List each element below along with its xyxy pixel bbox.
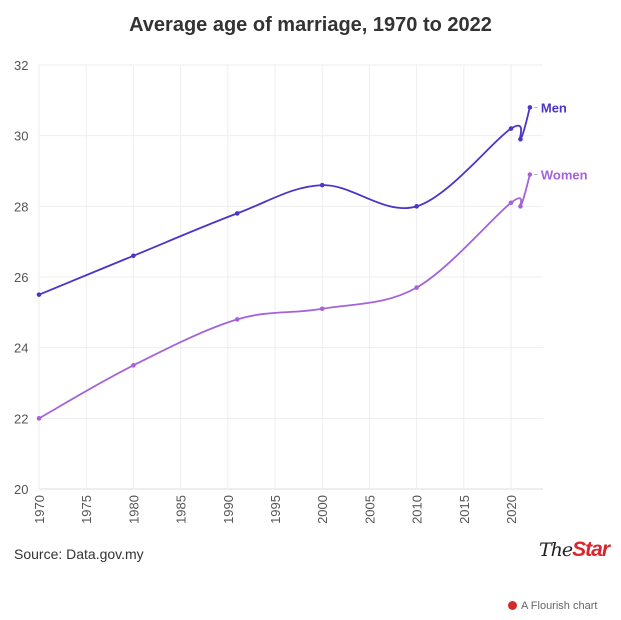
women-data-point [508,200,514,206]
y-tick-label: 26 [14,270,28,285]
x-tick-label: 2000 [315,495,330,524]
source-note: Source: Data.gov.my [14,546,144,562]
x-tick-label: 2020 [504,495,519,524]
women-data-point [131,363,136,368]
men-data-point [131,253,136,259]
flourish-credit-link[interactable]: A Flourish chart [508,600,597,612]
x-tick-label: 2010 [410,495,425,524]
men-data-point [319,182,325,188]
women-data-point [518,204,523,209]
men-data-point [527,105,533,110]
women-data-point [36,416,42,421]
logo-the: The [539,539,573,561]
x-tick-label: 1985 [174,495,189,524]
women-data-point [527,172,533,177]
chart-title: Average age of marriage, 1970 to 2022 [129,14,492,36]
men-data-point [36,292,42,297]
x-tick-label: 1975 [79,495,94,524]
line-chart: 20 22 24 26 28 30 32 1970 1975 1980 1985 1990 1995 20… [14,58,588,524]
y-tick-label: 24 [14,341,28,356]
x-tick-label: 2015 [457,495,472,524]
y-tick-label: 20 [14,482,28,497]
men-data-point [234,211,240,216]
logo-star: Star [572,538,610,561]
flourish-label: A Flourish chart [521,600,598,612]
flourish-icon [508,601,517,610]
men-data-point [414,204,419,209]
y-tick-label: 30 [14,129,28,144]
men-data-point [508,126,514,131]
y-tick-label: 22 [14,411,28,426]
women-data-point [319,306,325,312]
x-tick-label: 1995 [268,495,283,524]
men-data-point [518,136,523,142]
x-tick-label: 2005 [362,495,377,524]
y-tick-label: 28 [14,199,28,214]
x-tick-label: 1980 [126,495,141,524]
women-series-line [38,174,531,420]
women-series-label: Women [541,168,588,183]
x-tick-label: 1970 [32,495,47,524]
x-tick-label: 1990 [221,495,236,524]
the-star-logo[interactable]: TheStar [539,538,610,562]
men-series-label: Men [541,100,567,115]
y-tick-label: 32 [14,58,28,73]
women-data-point [414,285,419,290]
women-data-point [234,317,240,322]
